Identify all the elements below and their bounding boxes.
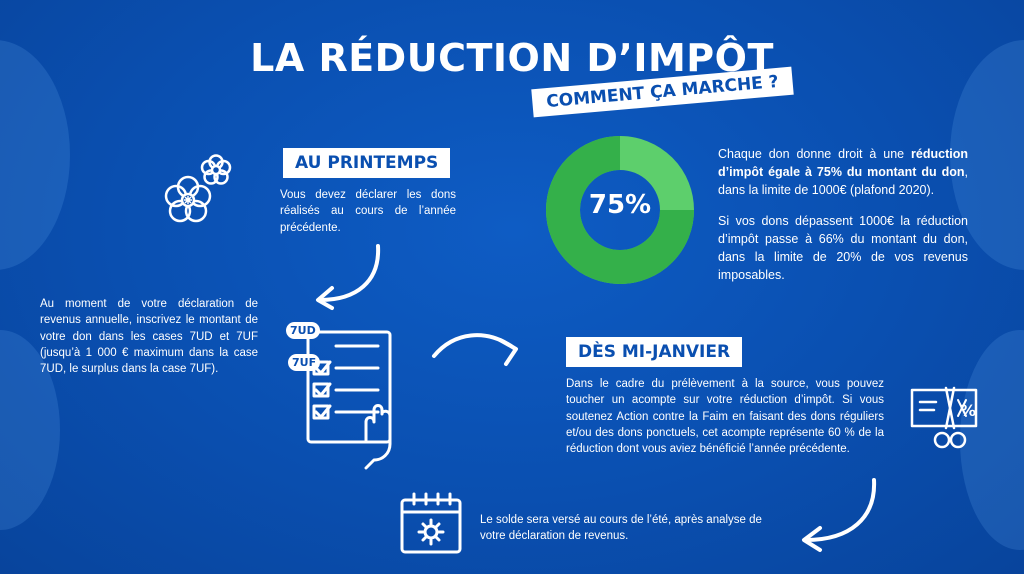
box-label-7ud: 7UD	[286, 322, 320, 339]
coupon-scissors-icon: %	[910, 386, 978, 449]
spring-tag: AU PRINTEMPS	[283, 148, 451, 178]
rates-paragraph-2: Si vos dons dépassent 1000€ la réduction…	[718, 214, 968, 283]
rates-text-start: Chaque don donne droit à une	[718, 147, 912, 161]
january-tag: DÈS MI-JANVIER	[566, 337, 743, 367]
declaration-text: Au moment de votre déclaration de revenu…	[40, 298, 258, 376]
checklist-form-icon	[306, 330, 392, 470]
arrow-icon	[432, 333, 518, 366]
summer-text: Le solde sera versé au cours de l’été, a…	[480, 514, 762, 543]
donut-filled-arc	[546, 136, 694, 284]
box-label-7uf: 7UF	[288, 354, 321, 371]
spring-text: Vous devez déclarer les dons réalisés au…	[280, 189, 456, 234]
donut-chart	[546, 136, 694, 284]
donut-value-label: 75%	[588, 190, 652, 220]
rates-text-end: , dans la limite de 1000€ (plafond 2020)…	[718, 165, 968, 198]
calendar-gear-icon	[400, 492, 462, 554]
january-text: Dans le cadre du prélèvement à la source…	[566, 378, 884, 456]
svg-text:%: %	[960, 401, 976, 420]
flowers-icon	[164, 154, 232, 223]
rates-paragraph-1: Chaque don donne droit à une réduction d…	[718, 145, 968, 199]
arrow-icon	[802, 478, 877, 552]
rates-text-bold: réduction d’impôt égale à 75% du montant…	[718, 147, 968, 180]
page-title: LA RÉDUCTION D’IMPÔT	[250, 36, 774, 80]
arrow-icon	[316, 244, 381, 310]
